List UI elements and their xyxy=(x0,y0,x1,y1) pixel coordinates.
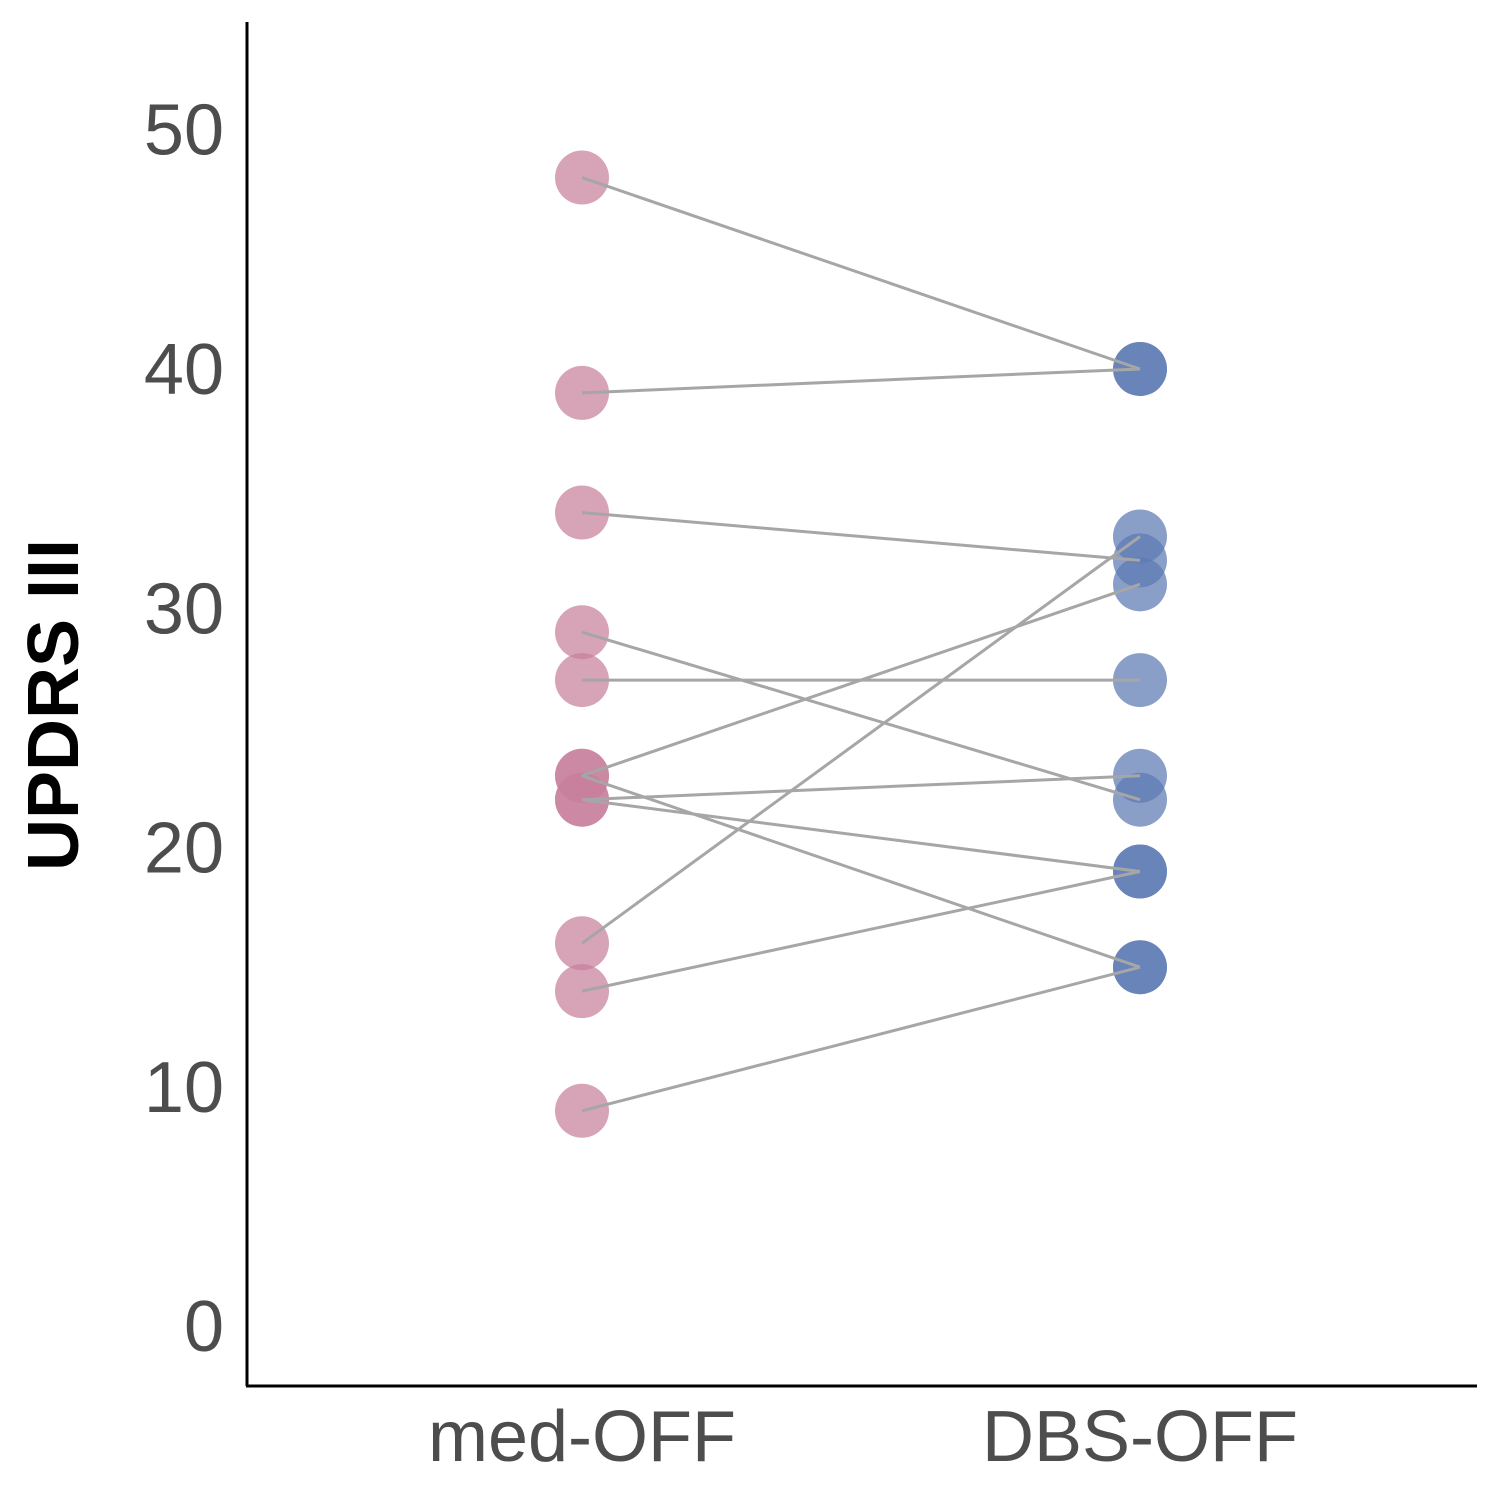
y-tick-label: 40 xyxy=(144,330,224,410)
y-tick-label: 50 xyxy=(144,91,224,171)
pair-line xyxy=(581,582,1141,778)
pair-line xyxy=(581,511,1141,562)
x-tick-label: med-OFF xyxy=(428,1397,736,1477)
pair-line xyxy=(581,176,1141,371)
y-tick-label: 0 xyxy=(184,1287,224,1367)
y-tick-labels: 0 10 20 30 40 50 xyxy=(144,91,224,1367)
pair-line xyxy=(581,367,1141,395)
y-axis-title: UPDRS III xyxy=(14,539,94,871)
pair-line xyxy=(581,535,1141,945)
y-tick-label: 30 xyxy=(144,569,224,649)
pair-line xyxy=(581,798,1141,873)
pair-line xyxy=(581,870,1141,993)
pair-line xyxy=(581,630,1141,802)
pair-line xyxy=(581,774,1141,802)
x-tick-label: DBS-OFF xyxy=(982,1397,1298,1477)
y-tick-label: 10 xyxy=(144,1048,224,1128)
y-tick-label: 20 xyxy=(144,809,224,889)
pair-lines xyxy=(581,176,1141,1113)
pair-line xyxy=(581,774,1141,969)
data-points xyxy=(555,150,1167,1138)
pair-line xyxy=(581,965,1141,1113)
x-tick-labels: med-OFF DBS-OFF xyxy=(428,1397,1298,1477)
